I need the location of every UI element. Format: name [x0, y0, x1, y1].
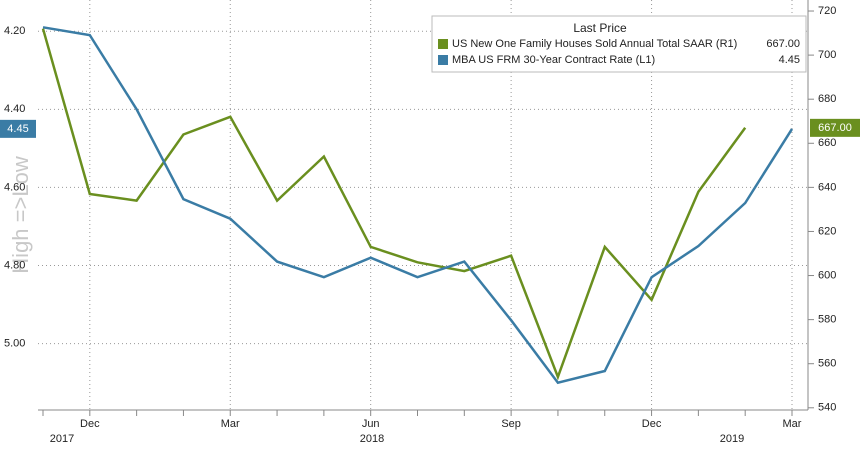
legend-swatch	[438, 39, 448, 49]
y2-tick-label: 720	[818, 5, 836, 17]
series-line	[41, 28, 747, 381]
x-tick-label: Sep	[501, 418, 521, 430]
y-tick-label: 5.00	[4, 338, 25, 350]
year-label: 2017	[50, 433, 74, 445]
y-tick-label: 4.40	[4, 103, 25, 115]
y-axis-label: High =>Low	[8, 156, 33, 274]
value-tag	[810, 118, 860, 137]
y2-tick-label: 600	[818, 269, 836, 281]
y2-tick-label: 640	[818, 181, 836, 193]
series-line	[42, 26, 794, 385]
y2-tick-label: 680	[818, 93, 836, 105]
value-tag-label: 667.00	[818, 122, 852, 134]
legend-value: 667.00	[766, 38, 800, 50]
y-tick-label: 4.60	[4, 181, 25, 193]
y2-tick-label: 620	[818, 225, 836, 237]
legend-label: US New One Family Houses Sold Annual Tot…	[452, 38, 737, 50]
legend-box	[431, 15, 807, 73]
y2-tick-label: 540	[818, 402, 836, 414]
y2-tick-label: 700	[818, 49, 836, 61]
year-label: 2019	[720, 433, 744, 445]
series-layer	[41, 26, 794, 385]
value-tag	[0, 119, 36, 138]
year-label: 2018	[360, 433, 384, 445]
legend-value: 4.45	[779, 54, 800, 66]
legend-label: MBA US FRM 30-Year Contract Rate (L1)	[452, 54, 655, 66]
y-tick-label: 4.80	[4, 259, 25, 271]
legend-title: Last Price	[573, 21, 627, 35]
x-tick-label: Dec	[642, 418, 662, 430]
x-tick-label: Mar	[783, 418, 802, 430]
x-tick-label: Dec	[80, 418, 100, 430]
y2-tick-label: 560	[818, 358, 836, 370]
legend: Last Price US New One Family Houses Sold…	[431, 15, 807, 73]
legend-swatch	[438, 55, 448, 65]
x-tick-label: Mar	[221, 418, 240, 430]
value-tag-label: 4.45	[7, 123, 28, 135]
y2-tick-label: 580	[818, 314, 836, 326]
y-tick-label: 4.20	[4, 25, 25, 37]
x-tick-label: Jun	[362, 418, 380, 430]
y2-tick-label: 660	[818, 137, 836, 149]
